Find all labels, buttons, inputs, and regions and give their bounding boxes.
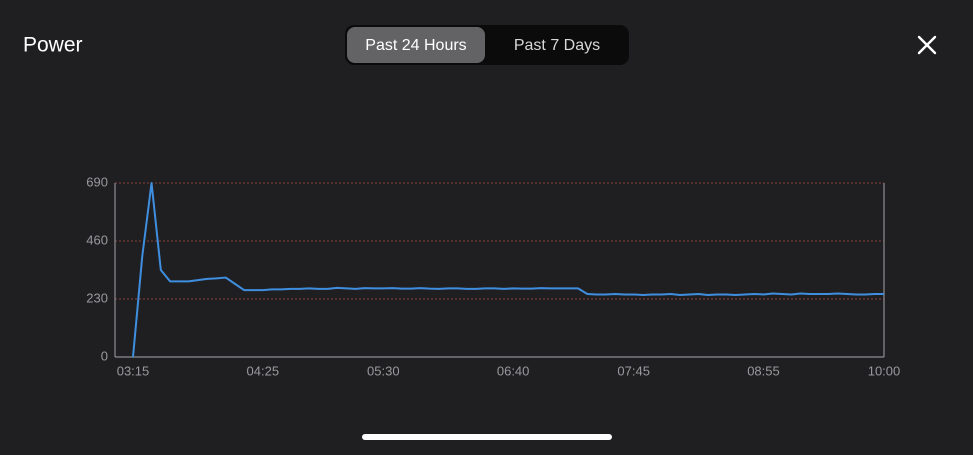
plot: 0 230 460 690 03:15 04:25 05:30 06:40 07:45 08:55… (86, 174, 900, 378)
tab[interactable]: Past 7 Days (514, 37, 600, 54)
y-tick-label: 690 (86, 174, 108, 189)
y-tick-label: 230 (86, 290, 108, 305)
x-tick-label: 06:40 (497, 363, 530, 378)
x-tick-label: 07:45 (617, 363, 650, 378)
home-indicator (362, 434, 612, 440)
x-tick-label: 04:25 (247, 363, 280, 378)
y-tick-label: 0 (101, 348, 108, 363)
x-tick-label: 05:30 (367, 363, 400, 378)
close-button[interactable] (917, 35, 937, 55)
title: Power (23, 34, 83, 57)
tab[interactable]: Past 24 Hours (365, 37, 466, 54)
y-tick-label: 460 (86, 232, 108, 247)
line (132, 182, 884, 358)
tab-selected-bg (347, 27, 485, 63)
x-tick-label: 08:55 (747, 363, 780, 378)
x-tick-label: 10:00 (868, 363, 901, 378)
x-tick-label: 03:15 (117, 363, 150, 378)
